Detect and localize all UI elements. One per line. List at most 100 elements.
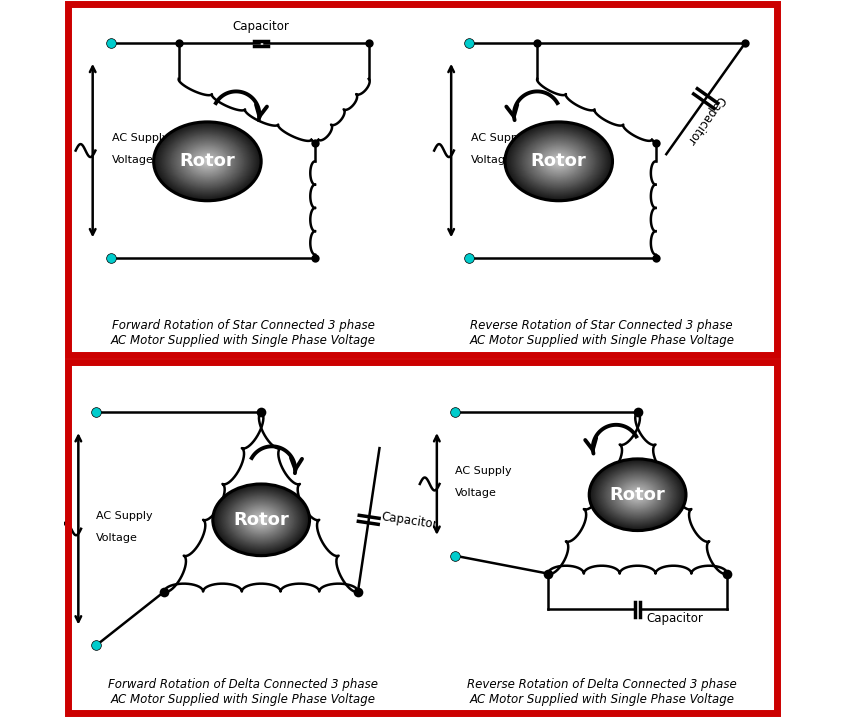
Ellipse shape xyxy=(631,490,642,499)
Ellipse shape xyxy=(176,138,239,184)
Ellipse shape xyxy=(555,159,560,163)
Ellipse shape xyxy=(590,460,684,529)
Ellipse shape xyxy=(165,130,249,192)
Ellipse shape xyxy=(246,509,275,531)
Ellipse shape xyxy=(201,157,214,166)
Ellipse shape xyxy=(186,146,229,177)
Ellipse shape xyxy=(184,144,230,179)
Ellipse shape xyxy=(634,493,640,497)
Ellipse shape xyxy=(176,139,238,184)
Ellipse shape xyxy=(233,499,289,541)
Ellipse shape xyxy=(600,467,674,522)
Ellipse shape xyxy=(242,506,279,533)
Ellipse shape xyxy=(551,156,565,166)
Ellipse shape xyxy=(205,160,209,163)
Ellipse shape xyxy=(260,519,262,521)
Ellipse shape xyxy=(632,491,641,498)
Text: Forward Rotation of Delta Connected 3 phase
AC Motor Supplied with Single Phase : Forward Rotation of Delta Connected 3 ph… xyxy=(108,678,378,706)
Ellipse shape xyxy=(592,461,682,528)
Ellipse shape xyxy=(232,498,289,541)
Ellipse shape xyxy=(521,133,596,189)
Ellipse shape xyxy=(235,501,286,538)
Ellipse shape xyxy=(627,488,647,502)
Ellipse shape xyxy=(204,159,210,163)
Ellipse shape xyxy=(514,129,602,194)
Ellipse shape xyxy=(597,465,677,525)
Ellipse shape xyxy=(195,152,219,171)
Ellipse shape xyxy=(522,135,594,188)
Ellipse shape xyxy=(239,503,283,536)
Ellipse shape xyxy=(550,156,566,167)
Ellipse shape xyxy=(236,502,285,538)
Ellipse shape xyxy=(624,485,650,504)
Ellipse shape xyxy=(182,143,232,180)
Ellipse shape xyxy=(198,155,216,168)
Ellipse shape xyxy=(508,125,609,198)
Ellipse shape xyxy=(172,136,242,187)
Text: Voltage: Voltage xyxy=(96,533,138,543)
Ellipse shape xyxy=(219,489,303,551)
Text: Reverse Rotation of Star Connected 3 phase
AC Motor Supplied with Single Phase V: Reverse Rotation of Star Connected 3 pha… xyxy=(468,319,733,348)
Text: AC Supply: AC Supply xyxy=(96,511,153,521)
Ellipse shape xyxy=(206,161,208,162)
Ellipse shape xyxy=(166,131,248,191)
Ellipse shape xyxy=(154,122,261,201)
Ellipse shape xyxy=(636,494,638,495)
Text: Rotor: Rotor xyxy=(609,485,665,504)
Ellipse shape xyxy=(599,467,674,523)
Ellipse shape xyxy=(215,486,306,554)
Ellipse shape xyxy=(217,487,306,553)
Ellipse shape xyxy=(616,479,657,511)
Ellipse shape xyxy=(160,127,254,196)
Ellipse shape xyxy=(181,142,233,181)
Ellipse shape xyxy=(158,125,257,197)
Ellipse shape xyxy=(168,133,246,190)
Ellipse shape xyxy=(553,157,564,165)
Ellipse shape xyxy=(163,129,251,194)
Ellipse shape xyxy=(225,493,297,546)
Ellipse shape xyxy=(598,466,675,523)
Text: Reverse Rotation of Delta Connected 3 phase
AC Motor Supplied with Single Phase : Reverse Rotation of Delta Connected 3 ph… xyxy=(467,678,736,706)
Ellipse shape xyxy=(636,493,638,496)
Ellipse shape xyxy=(223,492,299,548)
Ellipse shape xyxy=(253,515,268,525)
Ellipse shape xyxy=(630,490,643,500)
Ellipse shape xyxy=(606,472,668,518)
Ellipse shape xyxy=(594,463,679,526)
Ellipse shape xyxy=(620,483,653,507)
Ellipse shape xyxy=(245,508,277,532)
Ellipse shape xyxy=(226,494,295,546)
Ellipse shape xyxy=(595,464,679,526)
Ellipse shape xyxy=(515,130,601,193)
Ellipse shape xyxy=(192,150,222,173)
Ellipse shape xyxy=(602,468,673,521)
Ellipse shape xyxy=(202,157,213,165)
Ellipse shape xyxy=(544,151,571,171)
Ellipse shape xyxy=(179,141,235,182)
Ellipse shape xyxy=(177,140,236,183)
Ellipse shape xyxy=(187,146,228,176)
Ellipse shape xyxy=(609,475,664,515)
Ellipse shape xyxy=(607,473,667,517)
Ellipse shape xyxy=(598,465,676,524)
Text: AC Supply: AC Supply xyxy=(470,133,527,143)
Ellipse shape xyxy=(615,479,658,511)
Ellipse shape xyxy=(258,518,263,522)
Ellipse shape xyxy=(154,123,260,200)
Ellipse shape xyxy=(592,462,681,528)
Ellipse shape xyxy=(167,132,247,191)
Ellipse shape xyxy=(614,478,659,511)
Ellipse shape xyxy=(156,124,258,199)
Ellipse shape xyxy=(541,149,575,174)
Ellipse shape xyxy=(555,158,561,164)
Ellipse shape xyxy=(517,132,598,191)
Ellipse shape xyxy=(162,128,252,194)
Ellipse shape xyxy=(603,470,671,520)
Ellipse shape xyxy=(538,147,578,176)
Ellipse shape xyxy=(225,493,296,546)
Ellipse shape xyxy=(547,153,569,169)
Text: AC Supply: AC Supply xyxy=(112,133,169,143)
Ellipse shape xyxy=(628,488,646,501)
Ellipse shape xyxy=(171,135,243,188)
Ellipse shape xyxy=(540,148,576,174)
